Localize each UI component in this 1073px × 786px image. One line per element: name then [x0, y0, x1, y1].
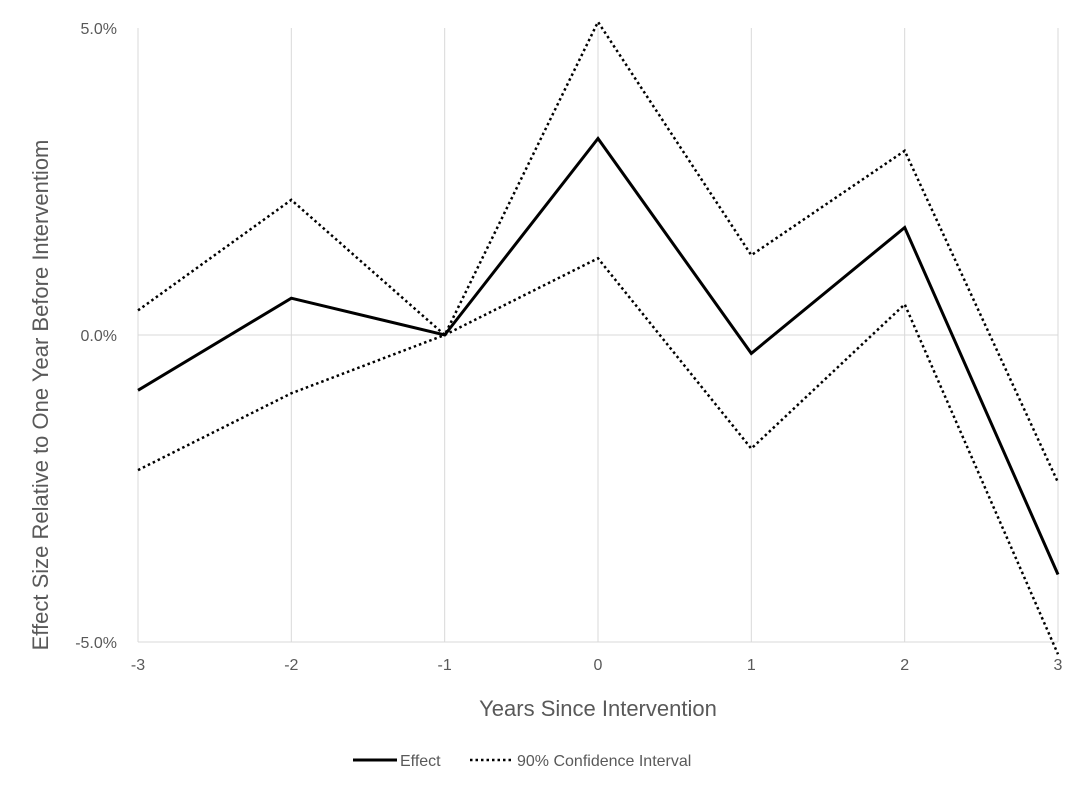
x-tick-label: -1 [438, 657, 452, 674]
legend-label-effect: Effect [400, 753, 441, 770]
y-axis-title: Effect Size Relative to One Year Before … [28, 140, 53, 651]
x-tick-label: -2 [284, 657, 298, 674]
series-line-2 [137, 256, 1060, 655]
y-tick-label: 0.0% [81, 328, 117, 345]
series-line-1 [137, 19, 1060, 483]
series-layer [137, 19, 1060, 655]
legend-item-effect: Effect [353, 753, 441, 770]
grid [137, 28, 1059, 643]
y-tick-label: 5.0% [81, 21, 117, 38]
x-tick-label: 1 [747, 657, 756, 674]
x-axis-title: Years Since Intervention [479, 696, 717, 721]
legend-label-ci: 90% Confidence Interval [517, 753, 691, 770]
legend-item-ci: 90% Confidence Interval [470, 753, 691, 770]
x-tick-label: -3 [131, 657, 145, 674]
x-axis-ticks: -3 -2 -1 0 1 2 3 [131, 657, 1063, 674]
x-tick-label: 2 [900, 657, 909, 674]
y-axis-ticks: 5.0% 0.0% -5.0% [75, 21, 117, 652]
legend: Effect 90% Confidence Interval [353, 753, 691, 770]
x-tick-label: 3 [1054, 657, 1063, 674]
x-tick-label: 0 [594, 657, 603, 674]
series-line-0 [137, 135, 1060, 576]
y-tick-label: -5.0% [75, 635, 117, 652]
